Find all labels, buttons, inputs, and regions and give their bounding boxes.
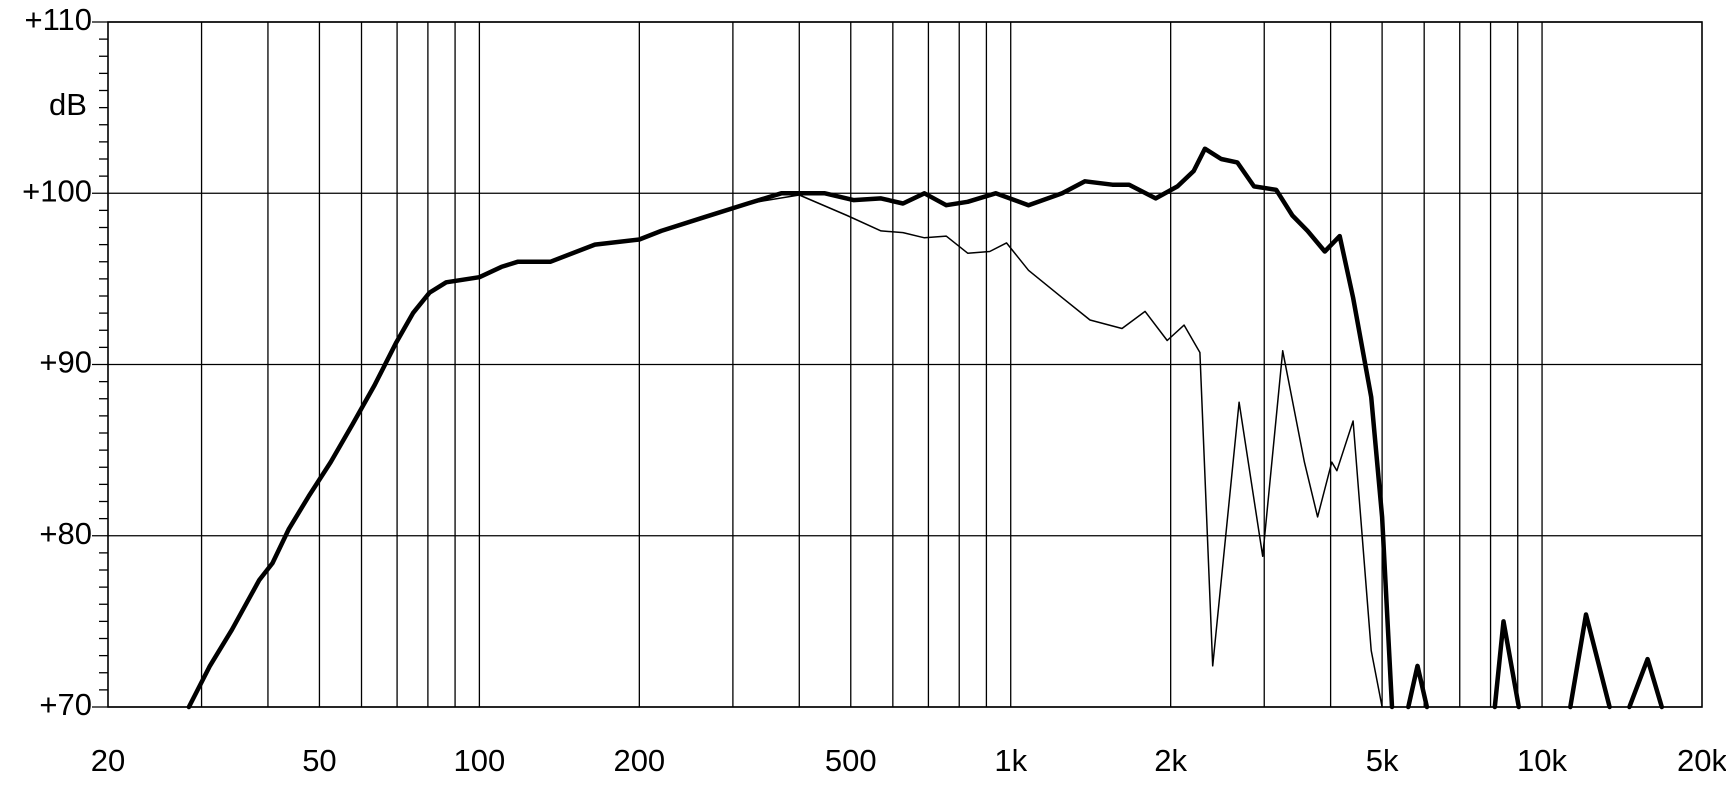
response-curve	[186, 146, 1665, 710]
y-unit-label: dB	[49, 87, 87, 122]
x-tick-label: 20k	[1677, 743, 1726, 778]
x-tick-label: 10k	[1517, 743, 1567, 778]
y-tick-label: +100	[22, 173, 92, 208]
x-tick-label: 50	[302, 743, 336, 778]
x-tick-label: 200	[613, 743, 665, 778]
x-tick-label: 1k	[994, 743, 1027, 778]
y-tick-label: +90	[39, 345, 92, 380]
y-tick-label: +80	[39, 516, 92, 551]
x-tick-label: 2k	[1154, 743, 1187, 778]
x-tick-label: 100	[454, 743, 506, 778]
x-tick-label: 500	[825, 743, 877, 778]
x-tick-label: 5k	[1366, 743, 1399, 778]
y-tick-label: +110	[24, 2, 92, 37]
x-tick-label: 20	[91, 743, 125, 778]
y-tick-label: +70	[39, 687, 92, 722]
response-curve	[747, 194, 1383, 708]
